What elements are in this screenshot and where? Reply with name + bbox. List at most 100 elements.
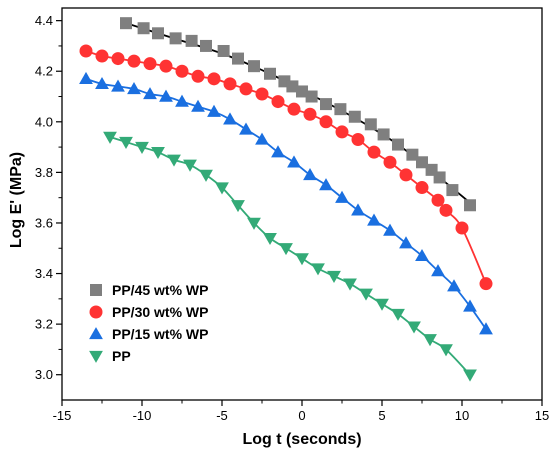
data-point <box>135 141 149 154</box>
data-point <box>239 122 253 135</box>
data-point <box>159 59 173 73</box>
data-point <box>111 79 125 92</box>
data-point <box>264 67 276 80</box>
data-point <box>231 200 245 213</box>
data-point <box>343 278 357 291</box>
series-triangle-up <box>79 71 493 335</box>
data-point <box>191 99 205 112</box>
x-tick-label: 10 <box>455 408 469 423</box>
data-point <box>120 17 132 30</box>
x-axis-title: Log t (seconds) <box>242 431 361 448</box>
data-point <box>399 168 413 182</box>
legend-marker <box>89 305 103 319</box>
series-triangle-down <box>103 131 477 382</box>
data-point <box>79 71 93 84</box>
data-point <box>375 298 389 311</box>
data-point <box>377 128 390 141</box>
data-point <box>127 82 141 95</box>
data-point <box>255 132 269 145</box>
data-point <box>446 184 459 197</box>
x-tick-label: 15 <box>535 408 549 423</box>
x-tick-label: 0 <box>298 408 305 423</box>
y-tick-label: 3.2 <box>35 317 53 332</box>
data-point <box>137 22 150 35</box>
data-point <box>319 115 333 129</box>
data-point <box>167 154 181 167</box>
legend-label: PP/30 wt% WP <box>112 304 208 320</box>
data-point <box>287 102 301 116</box>
data-point <box>359 288 373 301</box>
data-point <box>279 243 293 256</box>
data-point <box>207 104 221 117</box>
legend-label: PP/15 wt% WP <box>112 326 208 342</box>
legend: PP/45 wt% WP PP/30 wt% WP PP/15 wt% WP PP <box>89 282 208 364</box>
data-point <box>399 236 413 249</box>
y-axis-title: Log E' (MPa) <box>8 152 25 248</box>
data-point <box>95 49 109 63</box>
data-point <box>383 155 397 169</box>
data-point <box>367 213 381 226</box>
data-point <box>175 64 189 78</box>
data-point <box>143 57 157 71</box>
data-point <box>247 217 261 230</box>
data-point <box>392 138 404 151</box>
legend-label: PP <box>112 348 131 364</box>
data-point <box>327 270 341 283</box>
data-point <box>271 145 285 158</box>
data-point <box>479 322 493 335</box>
data-point <box>175 94 189 107</box>
x-tick-label: -10 <box>133 408 152 423</box>
data-point <box>463 299 477 312</box>
data-point <box>119 136 133 149</box>
y-tick-label: 3.8 <box>35 165 53 180</box>
y-tick-label: 4.0 <box>35 114 53 129</box>
legend-marker <box>89 350 103 363</box>
data-point <box>296 85 308 98</box>
data-point <box>169 32 182 45</box>
data-point <box>151 146 165 160</box>
data-point <box>334 103 347 116</box>
series-square <box>120 17 476 212</box>
data-point <box>320 98 332 111</box>
data-point <box>351 203 365 216</box>
data-point <box>127 54 141 68</box>
y-tick-label: 4.4 <box>35 13 53 28</box>
data-point <box>111 52 125 66</box>
data-point <box>217 44 230 57</box>
data-point <box>433 171 446 184</box>
data-point <box>335 125 349 139</box>
data-point <box>455 221 469 235</box>
data-point <box>239 82 253 96</box>
data-point <box>215 182 229 195</box>
data-point <box>103 131 117 144</box>
data-point <box>287 155 301 168</box>
data-point <box>311 263 325 276</box>
data-point <box>255 87 269 101</box>
data-point <box>159 89 173 102</box>
data-point <box>464 199 476 212</box>
data-point <box>248 60 260 73</box>
data-point <box>335 190 349 203</box>
y-tick-label: 3.6 <box>35 215 53 230</box>
data-point <box>319 178 333 191</box>
data-point <box>439 344 453 357</box>
data-point <box>271 95 285 109</box>
data-point <box>479 277 493 291</box>
data-point <box>351 133 365 147</box>
legend-marker <box>89 327 103 340</box>
data-point <box>415 181 429 195</box>
data-point <box>79 44 93 58</box>
y-tick-label: 4.2 <box>35 64 53 79</box>
data-point <box>431 264 445 277</box>
series-circle <box>79 44 493 291</box>
data-point <box>423 334 437 347</box>
data-point <box>295 253 309 266</box>
data-point <box>191 69 205 83</box>
data-point <box>431 193 445 207</box>
data-point <box>391 308 405 321</box>
data-point <box>407 321 421 334</box>
data-point <box>439 203 453 217</box>
data-point <box>223 77 237 91</box>
data-point <box>406 148 419 161</box>
